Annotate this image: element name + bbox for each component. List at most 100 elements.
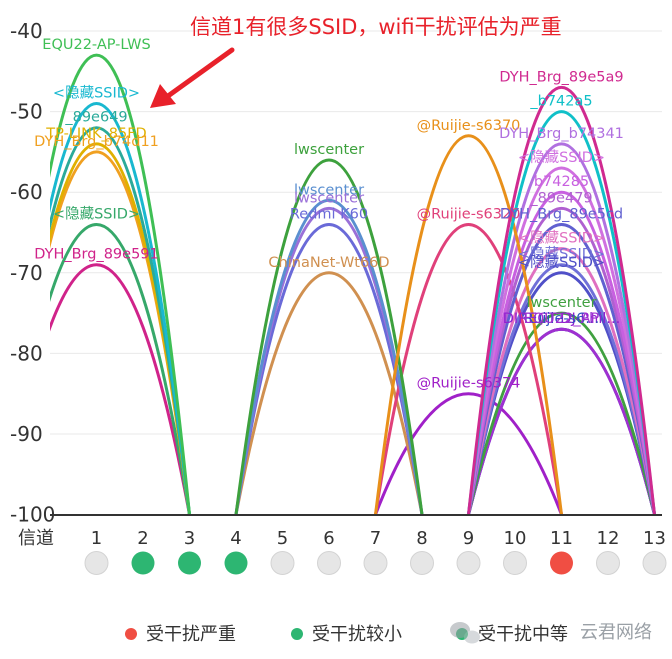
network-label: <隐藏SSID> xyxy=(518,149,605,166)
network-label: DYH_Brg_b74d11 xyxy=(34,134,159,150)
x-tick-label: 3 xyxy=(184,528,195,549)
legend-label-low: 受干扰较小 xyxy=(312,624,402,645)
watermark-text: 云君网络 xyxy=(580,622,652,643)
x-tick-label: 6 xyxy=(323,528,334,549)
network-curve xyxy=(50,102,191,515)
network-curve xyxy=(467,263,656,515)
network-label: b74285 xyxy=(534,174,589,190)
network-label: DYH_Brg_89e5a9 xyxy=(499,69,623,85)
network-curve xyxy=(50,222,191,515)
channel-status-dot xyxy=(131,551,155,575)
x-tick-label: 10 xyxy=(504,528,527,549)
y-tick-label: -90 xyxy=(10,422,43,446)
y-axis-ticks: -40 -50 -60 -70 -80 -90 -100 xyxy=(10,19,55,527)
network-label: <隐藏SSID> xyxy=(53,85,140,102)
network-label: _b742a5 xyxy=(529,94,592,110)
network-label: lwscenter xyxy=(294,182,364,198)
network-label: Ruijie-s6... xyxy=(524,311,599,327)
legend-item-severe: 受干扰严重 xyxy=(125,624,236,645)
x-tick-label: 4 xyxy=(230,528,241,549)
network-curve xyxy=(374,134,563,515)
network-label: Redmi K60 xyxy=(290,206,368,222)
network-curve xyxy=(467,327,656,515)
channel-status-dot xyxy=(596,551,620,575)
network-curve xyxy=(467,247,656,515)
network-label: <隐藏SSID> xyxy=(518,254,605,271)
network-label: DYH_Brg_89e5cd xyxy=(500,206,623,222)
network-label: EQU22-AP-LWS xyxy=(42,37,150,53)
network-label: lwscenter xyxy=(294,190,364,206)
annotation-text: 信道1有很多SSID，wifi干扰评估为严重 xyxy=(190,15,562,39)
network-curve xyxy=(467,110,656,515)
network-label: DIRECT-DJ-Phil... xyxy=(503,311,621,327)
y-tick-label: -100 xyxy=(10,503,55,527)
network-curve xyxy=(50,263,191,515)
network-curve xyxy=(50,126,191,515)
y-tick-label: -40 xyxy=(10,19,43,43)
network-label: @Ruijie-s6374 xyxy=(417,376,521,392)
legend-dot-severe xyxy=(125,628,137,640)
legend: 受干扰严重 受干扰较小 受干扰中等 xyxy=(125,624,568,645)
channel-status-dot xyxy=(456,551,481,575)
x-tick-label: 8 xyxy=(416,528,427,549)
x-tick-label: 9 xyxy=(463,528,474,549)
network-label: DYH_Brg_b74341 xyxy=(499,126,624,142)
x-tick-label: 2 xyxy=(137,528,148,549)
channel-status-dot xyxy=(410,551,434,575)
channel-status-dot xyxy=(224,551,248,575)
legend-label-severe: 受干扰严重 xyxy=(146,624,236,645)
network-curve xyxy=(467,86,656,515)
network-curve xyxy=(467,166,656,515)
channel-status-row xyxy=(84,551,667,575)
x-axis-label: 信道 xyxy=(18,528,54,549)
network-curve xyxy=(467,311,656,515)
channel-status-dot xyxy=(84,551,109,575)
channel-status-dot xyxy=(550,551,573,575)
network-label: TP-LINK_85FD xyxy=(45,126,146,142)
y-tick-label: -80 xyxy=(10,341,43,365)
network-curves xyxy=(50,53,656,515)
network-curve xyxy=(467,222,656,515)
network-label: _89e649 xyxy=(64,110,127,126)
network-curve xyxy=(50,53,191,515)
network-label: _89e479 xyxy=(529,190,592,206)
network-label: lwscenter xyxy=(294,142,364,158)
channel-status-dot xyxy=(270,551,295,575)
network-curve xyxy=(467,191,656,515)
network-label: @Ruijie-s6320 xyxy=(417,206,521,222)
x-tick-label: 11 xyxy=(550,528,573,549)
network-label: ChinaNet-Wt66D xyxy=(268,255,389,271)
network-curve xyxy=(234,271,424,515)
annotation-arrow-icon xyxy=(150,47,235,108)
channel-status-dot xyxy=(363,551,388,575)
channel-status-dot xyxy=(642,551,667,575)
network-label: <隐藏SSID> xyxy=(53,205,140,222)
network-label: DYH_Brg_89e591 xyxy=(34,247,159,263)
watermark: 云君网络 xyxy=(450,622,652,644)
network-curve xyxy=(234,158,424,515)
network-label: lwscenter xyxy=(526,295,596,311)
channel-status-dot xyxy=(503,551,527,575)
channel-status-dot xyxy=(178,551,201,575)
network-label: <隐藏SSID> xyxy=(518,230,605,247)
network-curve xyxy=(234,199,424,515)
legend-dot-low xyxy=(291,628,303,640)
network-curve xyxy=(467,206,656,515)
x-axis-ticks: 1 2 3 4 5 6 7 8 9 10 11 12 13 xyxy=(91,528,666,549)
x-tick-label: 5 xyxy=(277,528,288,549)
legend-item-low: 受干扰较小 xyxy=(291,624,402,645)
y-tick-label: -70 xyxy=(10,261,43,285)
network-label: @Ruijie-s6370 xyxy=(417,118,521,134)
network-labels: EQU22-AP-LWS<隐藏SSID>_89e649TP-LINK_85FDD… xyxy=(34,37,624,392)
x-tick-label: 1 xyxy=(91,528,102,549)
x-tick-label: 7 xyxy=(370,528,381,549)
legend-label-medium: 受干扰中等 xyxy=(478,624,568,645)
network-curve xyxy=(374,392,563,515)
y-tick-label: -60 xyxy=(10,180,43,204)
x-tick-label: 12 xyxy=(597,528,620,549)
network-curve xyxy=(374,222,563,515)
x-tick-label: 13 xyxy=(643,528,666,549)
y-tick-label: -50 xyxy=(10,100,43,124)
network-label: EQU22_AP xyxy=(524,311,600,327)
